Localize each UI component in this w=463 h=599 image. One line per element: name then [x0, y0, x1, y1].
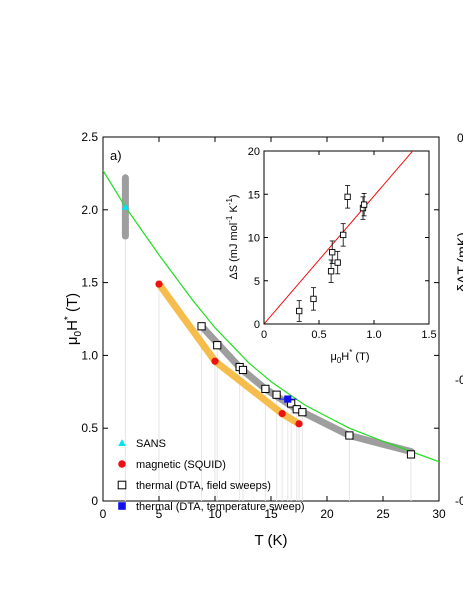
right-axis-fragment: δΔT (mK) 0 -0 -0	[454, 131, 463, 508]
main-x-axis-label: T (K)	[254, 532, 287, 549]
inset-data-point	[327, 268, 335, 275]
y-tick-label: 2.0	[81, 203, 98, 217]
y-tick-label: 2.5	[81, 130, 98, 144]
data-point	[155, 280, 163, 288]
legend-marker	[117, 480, 127, 490]
right-tick-label: 0	[457, 131, 463, 145]
legend-marker	[118, 439, 126, 447]
inset-chart: 0 0.5 1.0 1.5 0 5 10 15 20 μ0H* (T) ΔS (mJ mol-…	[225, 146, 437, 365]
x-tick-label: 20	[320, 507, 334, 521]
main-data-points	[121, 203, 416, 459]
panel-label: a)	[110, 148, 122, 163]
x-tick-label: 30	[432, 507, 446, 521]
inset-x-tick-label: 0.5	[311, 329, 326, 341]
right-tick-label: -0	[455, 494, 463, 508]
inset-x-axis-label: μ0H* (T)	[331, 348, 370, 365]
main-y-axis-label: μ0H* (T)	[63, 293, 84, 345]
data-point	[261, 384, 270, 393]
inset-data-point	[344, 193, 351, 200]
right-tick-label: -0	[455, 373, 463, 387]
legend-label: thermal (DTA, field sweeps)	[136, 480, 271, 492]
inset-data-point	[329, 249, 336, 256]
data-point	[272, 390, 281, 399]
legend-label: SANS	[136, 438, 166, 450]
inset-fit-curve	[264, 151, 414, 324]
x-tick-label: 25	[376, 507, 390, 521]
main-fit-line	[102, 170, 440, 463]
data-point	[197, 322, 206, 331]
right-axis-label: δΔT (mK)	[454, 232, 463, 292]
data-point	[298, 408, 307, 417]
inset-data-point	[334, 259, 341, 266]
inset-plot-frame	[263, 150, 430, 325]
band	[155, 280, 303, 428]
data-point	[278, 410, 286, 418]
data-point	[295, 420, 303, 428]
inset-y-tick-label: 5	[254, 276, 260, 288]
inset-y-axis-label: ΔS (mJ mol-1 K-1)	[225, 194, 240, 279]
inset-data-point	[310, 295, 317, 303]
y-tick-label: 1.5	[81, 276, 98, 290]
inset-y-tick-label: 20	[248, 146, 260, 158]
data-point	[213, 341, 222, 350]
inset-y-ticks: 0 5 10 15 20	[248, 146, 429, 331]
legend-label: thermal (DTA, temperature sweep)	[136, 501, 305, 513]
x-tick-label: 15	[264, 507, 278, 521]
inset-y-tick-label: 15	[248, 189, 260, 201]
inset-y-tick-label: 0	[254, 319, 260, 331]
x-tick-label: 5	[156, 507, 163, 521]
data-point	[121, 203, 129, 210]
x-tick-label: 10	[208, 507, 222, 521]
data-point	[238, 365, 248, 375]
data-point	[345, 431, 354, 440]
inset-fit-line	[264, 151, 414, 324]
inset-data-point	[296, 307, 303, 315]
data-point	[211, 357, 219, 365]
inset-data-point	[360, 201, 368, 208]
y-tick-label: 1.0	[81, 348, 98, 362]
data-point	[406, 450, 416, 459]
inset-data-point	[340, 231, 347, 239]
inset-data-points	[296, 185, 368, 322]
inset-x-tick-label: 1.5	[421, 329, 436, 341]
legend-label: magnetic (SQUID)	[136, 459, 226, 471]
inset-x-ticks: 0 0.5 1.0 1.5	[261, 151, 437, 341]
inset-y-tick-label: 10	[248, 233, 260, 245]
legend-marker	[118, 460, 126, 468]
legend-marker	[118, 502, 126, 510]
inset-x-tick-label: 0	[261, 329, 267, 341]
main-x-ticks: 0 5 10 15 20 25 30	[100, 137, 446, 521]
main-y-ticks: 0 0.5 1.0 1.5 2.0 2.5	[81, 130, 439, 508]
inset-x-tick-label: 1.0	[366, 329, 381, 341]
y-tick-label: 0.5	[81, 421, 98, 435]
main-chart: 0 5 10 15 20 25 30 0 0.5 1.0 1.5 2.0 2.5 a) T (K) μ…	[63, 130, 446, 549]
fit-curve	[102, 170, 440, 463]
legend: SANS magnetic (SQUID) thermal (DTA, field …	[117, 438, 305, 513]
y-tick-label: 0	[91, 494, 98, 508]
band	[198, 322, 415, 455]
x-tick-label: 0	[100, 507, 107, 521]
